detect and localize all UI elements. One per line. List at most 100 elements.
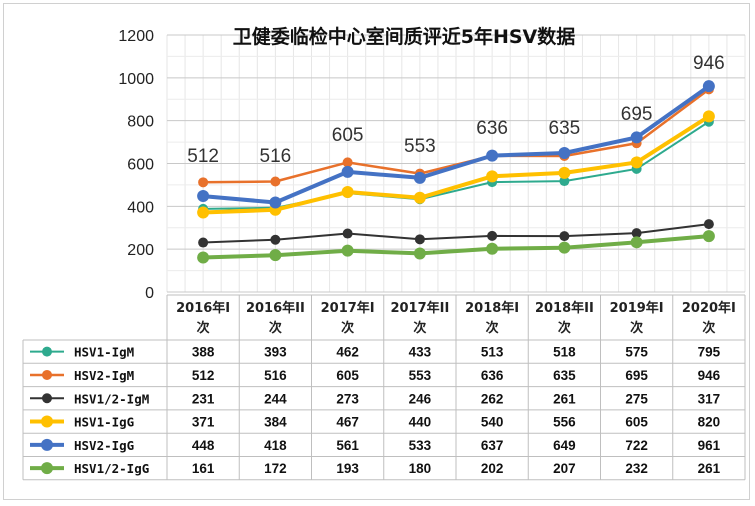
data-point [558,147,571,160]
category-label: 2016年I [176,300,230,316]
table-cell: 193 [336,461,359,476]
data-point [197,251,210,264]
table-cell: 540 [481,415,504,430]
data-point [487,230,498,241]
table-cell: 317 [698,391,721,406]
y-tick-label: 600 [127,157,154,174]
table-cell: 232 [625,461,648,476]
category-label: 次 [197,320,210,336]
data-point [197,206,210,219]
data-point [198,237,209,248]
table-cell: 513 [481,345,504,360]
category-label: 次 [269,320,282,336]
data-point [269,196,282,209]
annotation-label: 553 [404,136,436,157]
legend-key-marker [41,415,53,428]
data-point [342,228,353,239]
table-cell: 467 [336,415,359,430]
annotation-label: 516 [260,146,292,167]
category-label: 2017年I [321,300,375,316]
data-point [702,110,715,123]
table-cell: 635 [553,368,576,383]
data-point [486,149,499,162]
annotation-label: 946 [693,53,725,74]
chart-title: 卫健委临检中心室间质评近5年HSV数据 [233,25,576,48]
series-name: HSV2-IgG [74,438,134,453]
data-point [630,131,643,144]
data-point [559,176,570,187]
data-point [197,190,210,203]
table-cell: 261 [553,391,576,406]
table-cell: 556 [553,415,576,430]
data-table: 2016年I 次 2016年II 次 2017年I 次 2017年II 次 2018年I 次 201… [22,294,746,481]
annotation-label: 512 [187,146,219,167]
legend-key-marker [42,393,52,404]
y-tick-label: 800 [127,114,154,131]
data-point [486,242,499,255]
annotations: 512 516 605 553 636 635 695 946 [187,53,724,167]
table-cell: 261 [698,461,721,476]
data-point [341,165,354,178]
legend-key-marker [42,369,52,380]
category-label: 2018年I [465,300,519,316]
table-cell: 795 [698,345,721,360]
y-axis: 0 200 400 600 800 1000 1200 [118,28,154,302]
data-point [270,176,281,187]
table-cell: 388 [192,345,215,360]
category-label: 2018年II [535,300,594,316]
table-cell: 433 [409,345,432,360]
series-lines [197,80,715,264]
data-point [703,219,714,230]
y-tick-label: 200 [127,242,154,259]
y-tick-label: 400 [127,199,154,216]
table-cell: 649 [553,438,576,453]
annotation-label: 695 [621,104,653,125]
category-label: 次 [558,320,571,336]
annotation-label: 636 [476,118,508,139]
series-hsv1-2-igm [198,219,714,248]
table-cell: 946 [698,368,721,383]
table-cell: 172 [264,461,287,476]
data-point [341,185,354,198]
table-cell: 448 [192,438,215,453]
table-cell: 262 [481,391,504,406]
table-cell: 605 [625,415,648,430]
category-label: 2020年I [682,300,736,316]
category-label: 次 [341,320,354,336]
data-point [702,230,715,243]
data-point [630,236,643,249]
legend-key-marker [41,438,53,451]
data-point [413,191,426,204]
table-cell: 605 [336,368,359,383]
table-cell: 722 [625,438,648,453]
table-cell: 512 [192,368,215,383]
table-cell: 961 [698,438,721,453]
data-point [342,157,353,168]
table-cell: 462 [336,345,359,360]
data-point [630,156,643,169]
table-cell: 275 [625,391,648,406]
category-label: 次 [413,320,426,336]
data-point [198,177,209,188]
table-cell: 820 [698,415,721,430]
series-hsv1-2-igg [197,230,715,264]
series-line [203,114,710,215]
legend-key-marker [41,462,53,475]
data-point [558,241,571,254]
table-cell: 695 [625,368,648,383]
table-cell: 553 [409,368,432,383]
series-line [203,234,710,260]
category-label: 次 [486,320,499,336]
category-label: 2016年II [246,300,305,316]
series-hsv1-igg [197,110,715,219]
annotation-label: 635 [549,118,581,139]
table-cell: 384 [264,415,287,430]
data-point [558,166,571,179]
y-tick-label: 1000 [118,71,154,88]
category-label: 次 [702,320,715,336]
category-label: 2019年I [610,300,664,316]
category-label: 2017年II [390,300,449,316]
table-cell: 575 [625,345,648,360]
chart-frame: 0 200 400 600 800 1000 1200 512 516 605 553 636 635… [3,3,750,500]
category-label: 次 [630,320,643,336]
